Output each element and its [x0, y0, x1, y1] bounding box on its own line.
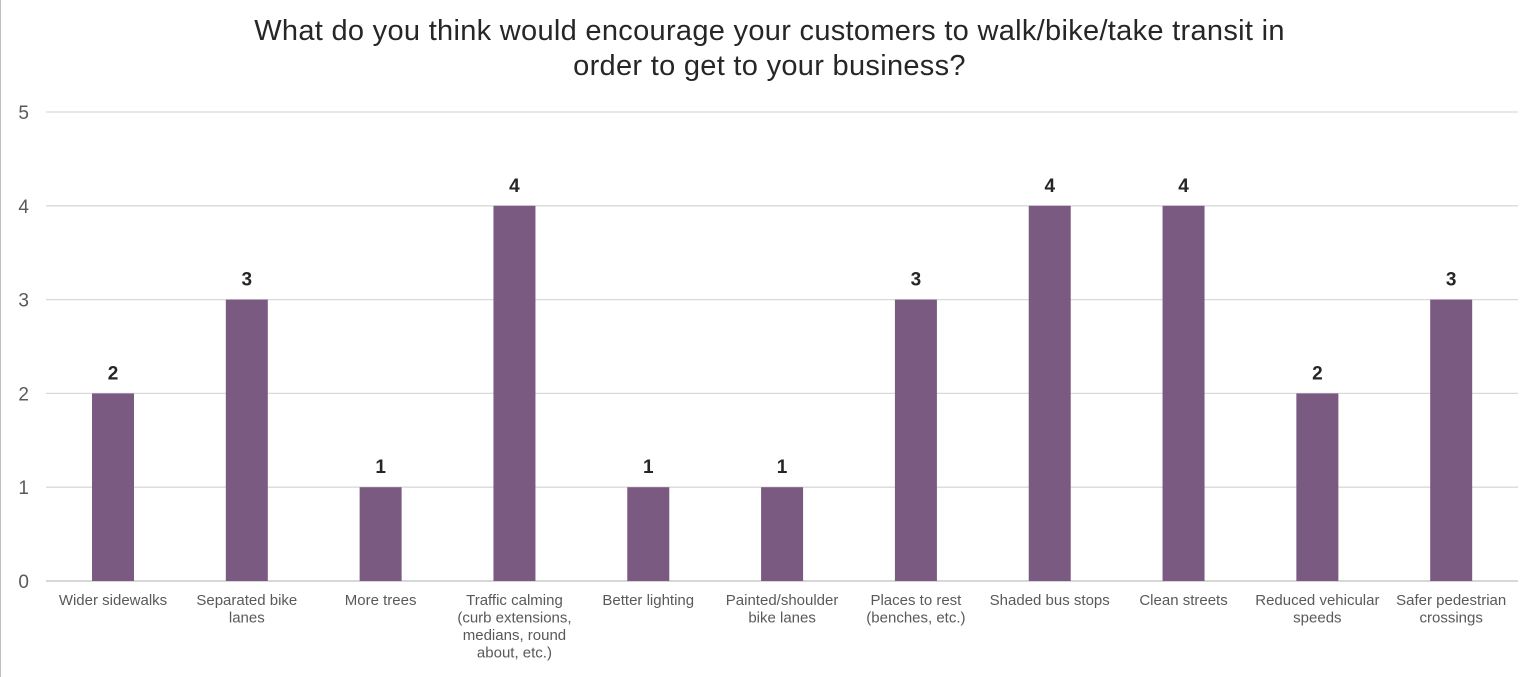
bar — [761, 487, 804, 581]
bar — [894, 299, 937, 581]
data-label: 4 — [509, 176, 520, 197]
x-tick-label: More trees — [345, 592, 417, 609]
x-tick-label: Places to rest — [870, 592, 962, 609]
x-tick-label: Traffic calming — [466, 592, 563, 609]
bar — [1430, 299, 1473, 581]
data-label: 3 — [242, 270, 253, 291]
bar — [1162, 205, 1205, 582]
bar — [627, 487, 670, 581]
y-tick-label: 5 — [18, 103, 29, 124]
data-label: 3 — [911, 270, 922, 291]
x-tick-label: bike lanes — [748, 610, 816, 627]
x-tick-label: Clean streets — [1139, 592, 1227, 609]
bar — [359, 487, 402, 581]
bar — [225, 299, 268, 581]
data-label: 3 — [1446, 270, 1457, 291]
x-tick-label: Better lighting — [602, 592, 694, 609]
bars — [92, 205, 1473, 582]
data-label: 4 — [1178, 176, 1189, 197]
x-tick-label: (curb extensions, — [457, 610, 571, 627]
x-tick-label: medians, round — [463, 627, 566, 644]
data-label: 2 — [1312, 363, 1323, 384]
x-tick-label: (benches, etc.) — [866, 610, 965, 627]
chart-title: What do you think would encourage your c… — [1, 14, 1537, 84]
bar — [1296, 393, 1339, 581]
data-label: 1 — [375, 457, 386, 478]
data-label: 2 — [108, 363, 119, 384]
y-tick-label: 1 — [18, 478, 29, 499]
bar — [92, 393, 134, 581]
x-tick-label: Safer pedestrian — [1396, 592, 1506, 609]
chart-title-line-2: order to get to your business? — [573, 50, 966, 82]
x-tick-label: about, etc.) — [477, 645, 552, 662]
y-tick-label: 0 — [18, 572, 29, 593]
bar — [1028, 205, 1071, 582]
y-tick-label: 3 — [18, 291, 29, 312]
x-tick-label: Shaded bus stops — [990, 592, 1110, 609]
y-tick-label: 2 — [18, 384, 29, 405]
x-tick-label: crossings — [1420, 610, 1483, 627]
data-labels: 2 3 1 4 1 1 3 4 4 2 3 — [108, 176, 1457, 478]
data-label: 4 — [1044, 176, 1055, 197]
x-tick-label: Reduced vehicular — [1255, 592, 1379, 609]
x-tick-label: Wider sidewalks — [59, 592, 167, 609]
x-tick-label: Separated bike — [196, 592, 297, 609]
x-tick-label: speeds — [1293, 610, 1341, 627]
x-tick-label: lanes — [229, 610, 265, 627]
y-axis-ticks: 0 1 2 3 4 5 — [18, 103, 29, 593]
data-label: 1 — [777, 457, 788, 478]
chart-title-line-1: What do you think would encourage your c… — [254, 15, 1285, 47]
x-tick-label: Painted/shoulder — [726, 592, 839, 609]
y-tick-label: 4 — [18, 197, 29, 218]
data-label: 1 — [643, 457, 654, 478]
bar — [493, 205, 536, 582]
